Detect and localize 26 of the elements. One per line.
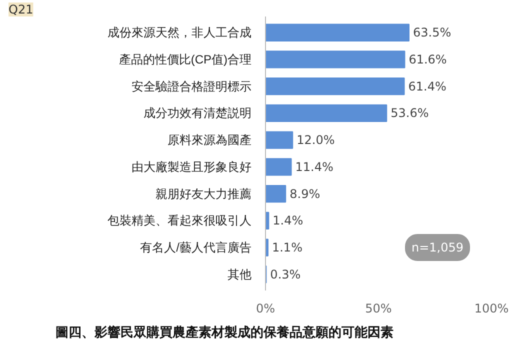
data-label: 61.6% [408,52,447,66]
data-label: 11.4% [295,160,334,174]
y-tick-label: 親朋好友大力推薦 [156,186,252,201]
annotation: n=1,059 [412,240,464,254]
y-tick-label: 包裝精美、看起來很吸引人 [108,214,252,228]
x-tick-label: 0% [256,302,276,316]
y-tick-label: 其他 [228,267,252,282]
y-tick-label: 產品的性價比(CP值)合理 [118,52,252,66]
text: 圖四、影響民眾購買農產素材製成的保養品意願的可能因素 [56,324,394,340]
x-tick-label: 50% [365,302,392,316]
y-tick-label: 有名人/藝人代言廣告 [140,240,252,255]
data-label: 53.6% [390,106,429,120]
y-tick-label: 由大廠製造且形象良好 [132,160,252,174]
data-label: 61.4% [408,79,446,94]
data-label: 12.0% [296,133,335,148]
data-label: 1.4% [272,214,304,228]
x-tick-label: 100% [474,302,509,316]
data-label: 1.1% [272,240,302,255]
y-tick-label: 成分功效有清楚説明 [144,106,252,120]
data-label: 0.3% [270,267,301,282]
y-tick-label: 原料來源為國產 [168,133,252,148]
text: Q21 [8,2,34,16]
y-tick-label: 安全驗證合格證明標示 [132,79,252,94]
data-label: 8.9% [290,186,320,201]
data-label: 63.5% [413,26,452,40]
y-tick-label: 成份來源天然，非人工合成 [108,26,252,40]
